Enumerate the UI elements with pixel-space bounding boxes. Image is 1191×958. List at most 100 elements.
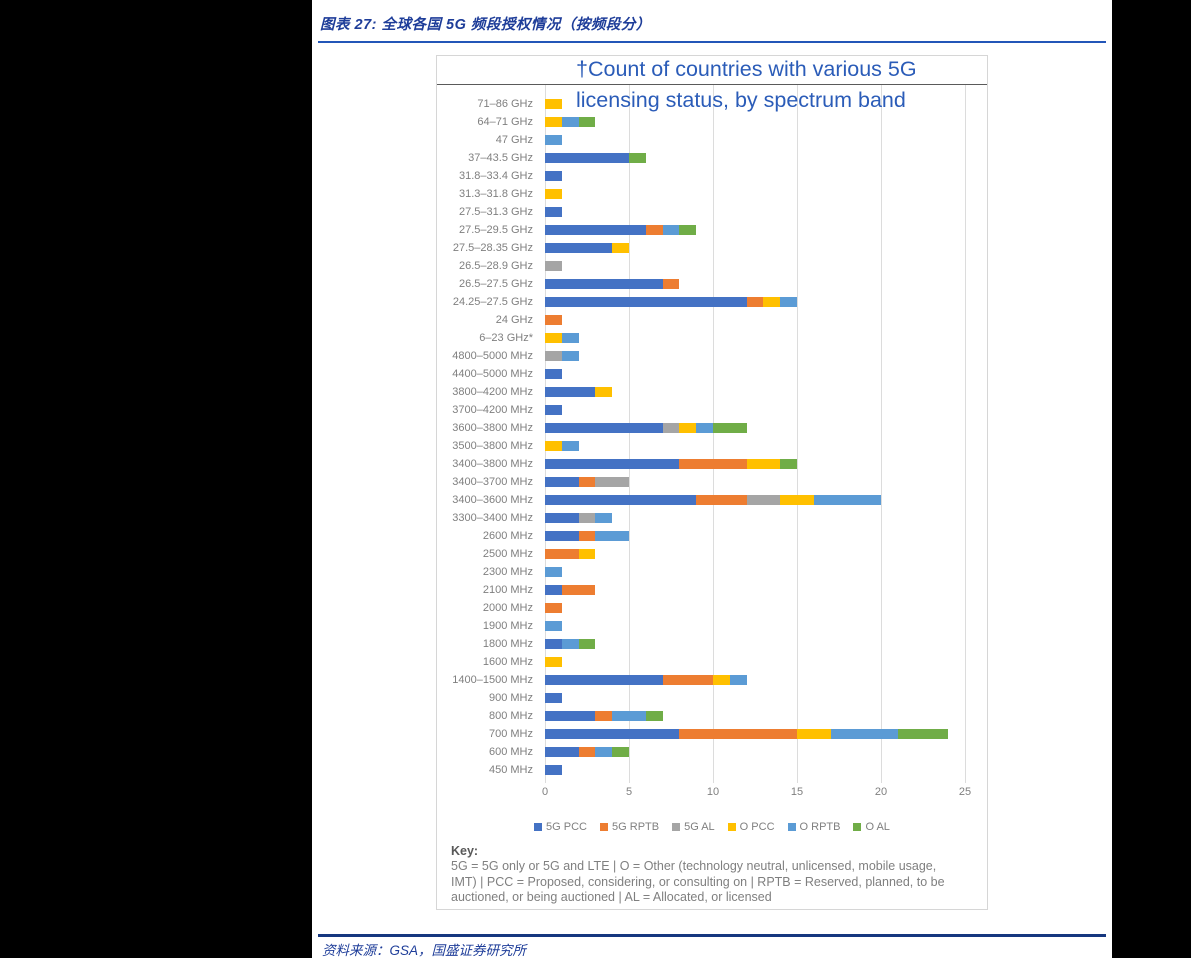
bar-segment — [545, 747, 579, 757]
bar-segment — [545, 675, 663, 685]
bar-segment — [662, 225, 680, 235]
bar-segment — [595, 513, 613, 523]
bar-segment — [545, 585, 562, 595]
bar-segment — [545, 621, 562, 631]
bar-segment — [545, 225, 646, 235]
bar-segment — [679, 729, 797, 739]
y-axis-label: 31.3–31.8 GHz — [459, 188, 533, 200]
bar-segment — [662, 279, 680, 289]
bar-segment — [545, 603, 562, 613]
y-axis-label: 64–71 GHz — [477, 116, 533, 128]
bar-segment — [578, 117, 596, 127]
bar-row — [545, 441, 579, 451]
bar-row — [545, 153, 646, 163]
y-axis-label: 3700–4200 MHz — [452, 404, 533, 416]
y-axis-label: 4800–5000 MHz — [452, 350, 533, 362]
bar-row — [545, 549, 596, 559]
bar-segment — [679, 225, 697, 235]
y-axis-label: 1600 MHz — [482, 656, 533, 668]
bar-segment — [578, 477, 596, 487]
bar-segment — [561, 351, 579, 361]
y-axis-label: 900 MHz — [488, 692, 533, 704]
bar-segment — [746, 297, 764, 307]
bar-row — [545, 531, 629, 541]
y-axis-label: 450 MHz — [488, 764, 533, 776]
bar-row — [545, 567, 562, 577]
bar-segment — [545, 369, 562, 379]
bar-row — [545, 675, 747, 685]
y-axis-label: 24 GHz — [495, 314, 533, 326]
legend-item: O AL — [853, 821, 890, 833]
y-axis-label: 2100 MHz — [482, 584, 533, 596]
y-axis-label: 27.5–28.35 GHz — [452, 242, 533, 254]
bar-segment — [545, 279, 663, 289]
bar-row — [545, 603, 562, 613]
bar-segment — [662, 675, 713, 685]
bar-segment — [612, 711, 646, 721]
bar-row — [545, 405, 562, 415]
chart-legend: 5G PCC 5G RPTB 5G AL O PCC O RPTB O AL — [437, 819, 987, 835]
y-axis-label: 3400–3800 MHz — [452, 458, 533, 470]
bar-segment — [545, 135, 562, 145]
bar-row — [545, 261, 562, 271]
y-axis-label: 3400–3700 MHz — [452, 476, 533, 488]
bar-segment — [578, 549, 596, 559]
bar-row — [545, 369, 562, 379]
source-note: 资料来源：GSA，国盛证券研究所 — [322, 939, 526, 958]
bar-segment — [813, 495, 881, 505]
y-axis-label: 31.8–33.4 GHz — [459, 170, 533, 182]
bar-segment — [545, 729, 680, 739]
title-divider-line — [437, 84, 987, 85]
bar-segment — [595, 387, 613, 397]
y-axis-label: 3500–3800 MHz — [452, 440, 533, 452]
bar-row — [545, 387, 613, 397]
gridline-x-10 — [713, 85, 714, 783]
y-axis-label: 700 MHz — [488, 728, 533, 740]
bar-segment — [780, 495, 814, 505]
chart-title: †Count of countries with various 5G lice… — [576, 54, 917, 116]
bar-row — [545, 315, 562, 325]
legend-label: 5G PCC — [546, 821, 588, 833]
y-axis-label: 2500 MHz — [482, 548, 533, 560]
bar-segment — [561, 585, 596, 595]
bar-segment — [578, 531, 596, 541]
bar-segment — [545, 423, 663, 433]
bar-segment — [545, 711, 596, 721]
bar-segment — [595, 531, 629, 541]
bar-segment — [712, 675, 730, 685]
gridline-x-0 — [545, 85, 546, 783]
legend-swatch — [672, 823, 681, 831]
legend-label: 5G AL — [684, 821, 715, 833]
bar-segment — [545, 99, 562, 109]
bar-row — [545, 171, 562, 181]
gridline-x-25 — [965, 85, 966, 783]
y-axis-label: 4400–5000 MHz — [452, 368, 533, 380]
bar-row — [545, 657, 562, 667]
bar-segment — [746, 495, 781, 505]
y-axis-label: 1800 MHz — [482, 638, 533, 650]
figure-caption: 图表 27: 全球各国 5G 频段授权情况（按频段分） — [320, 17, 651, 33]
bar-row — [545, 711, 663, 721]
bar-segment — [612, 747, 629, 757]
bar-segment — [545, 387, 596, 397]
x-axis-tick-label: 10 — [706, 786, 720, 798]
bar-row — [545, 225, 697, 235]
bar-segment — [629, 153, 646, 163]
y-axis-label: 37–43.5 GHz — [468, 152, 533, 164]
gridline-x-20 — [881, 85, 882, 783]
bar-segment — [830, 729, 898, 739]
bar-segment — [712, 423, 747, 433]
source-label: 资料来源： — [322, 943, 390, 958]
x-axis-tick-label: 25 — [958, 786, 972, 798]
bar-segment — [595, 747, 613, 757]
legend-swatch — [853, 823, 862, 831]
bar-segment — [545, 189, 562, 199]
x-axis-tick-label: 15 — [790, 786, 804, 798]
gridline-x-5 — [629, 85, 630, 783]
bar-row — [545, 747, 629, 757]
bar-segment — [545, 261, 562, 271]
bar-segment — [545, 297, 747, 307]
y-axis-label: 3400–3600 MHz — [452, 494, 533, 506]
y-axis-label: 2300 MHz — [482, 566, 533, 578]
bar-row — [545, 423, 747, 433]
